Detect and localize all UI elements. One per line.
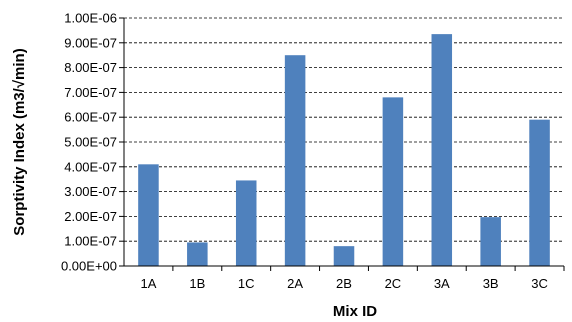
bar-1B [187,242,208,266]
y-tick-label: 1.00E-06 [64,11,117,26]
x-tick-label-2A: 2A [287,276,303,291]
x-tick-label-1B: 1B [189,276,205,291]
x-tick-label-1C: 1C [238,276,255,291]
bar-3B [480,217,501,266]
x-tick-label-2B: 2B [336,276,352,291]
x-tick-label-3A: 3A [434,276,450,291]
bars [138,34,550,267]
y-axis-title: Sorptivity Index (m3/√min) [11,48,28,235]
x-tick-labels: 1A 1B 1C 2A 2B 2C 3A 3B 3C [140,276,547,291]
x-tick-label-3B: 3B [483,276,499,291]
y-tick-label: 5.00E-07 [64,135,117,150]
axes [119,17,565,271]
bar-1A [138,164,159,266]
y-tick-labels: 0.00E+00 1.00E-07 2.00E-07 3.00E-07 4.00E-07… [61,11,117,274]
bar-2C [382,97,404,266]
x-tick-label-2C: 2C [385,276,402,291]
y-tick-label: 8.00E-07 [64,60,117,75]
y-tick-label: 4.00E-07 [64,159,117,174]
y-tick-label: 1.00E-07 [64,234,117,249]
x-tick-label-1A: 1A [140,276,156,291]
gridlines [124,17,564,242]
bar-1C [235,180,257,266]
bar-3A [431,34,453,267]
y-tick-label: 3.00E-07 [64,184,117,199]
y-tick-label: 0.00E+00 [61,259,117,274]
y-tick-label: 2.00E-07 [64,209,117,224]
y-tick-label: 9.00E-07 [64,35,117,50]
y-tick-label: 7.00E-07 [64,85,117,100]
bar-3C [529,119,550,267]
x-axis-title: Mix ID [333,303,377,320]
y-tick-label: 6.00E-07 [64,110,117,125]
bar-2B [333,246,355,266]
bar-2A [284,55,306,267]
x-tick-label-3C: 3C [531,276,548,291]
